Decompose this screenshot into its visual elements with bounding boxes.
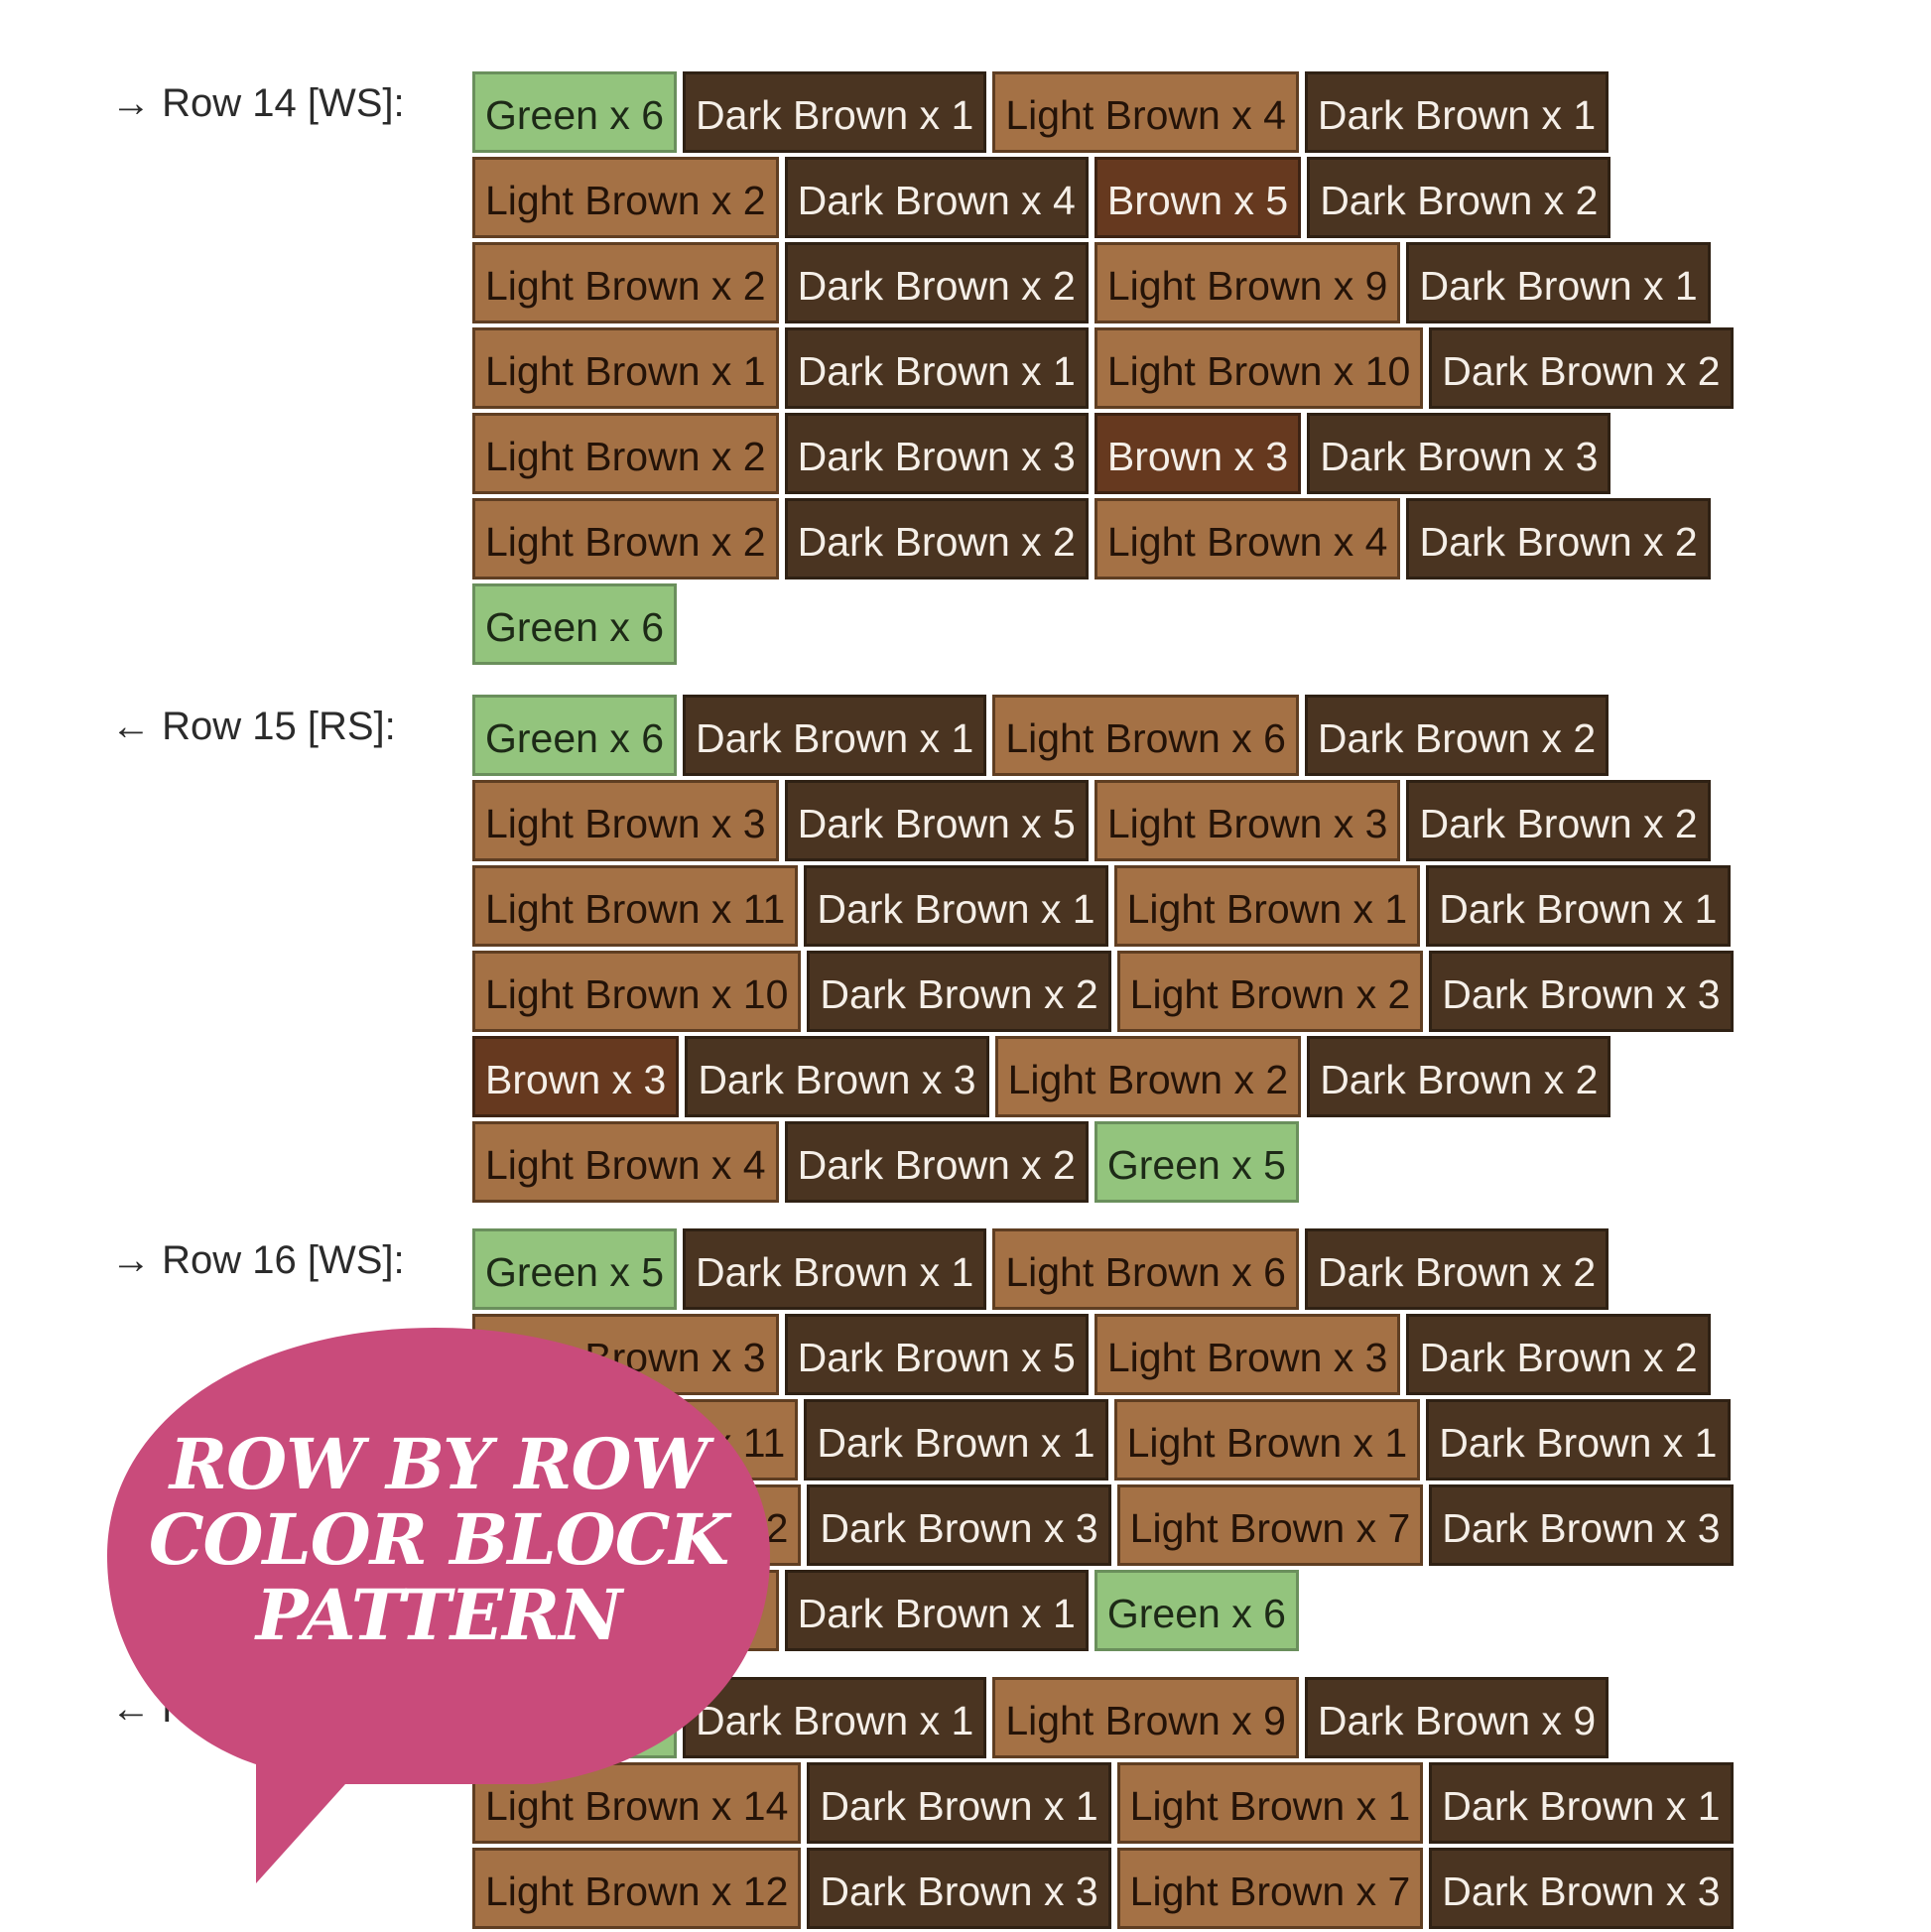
- color-chip: Dark Brown x 2: [784, 498, 1089, 580]
- color-chip: Dark Brown x 2: [1429, 327, 1734, 409]
- color-chip: Light Brown x 1: [1113, 1399, 1421, 1481]
- color-chip: Light Brown x 7: [1116, 1484, 1424, 1566]
- color-chip: Green x 5: [1094, 1121, 1299, 1203]
- color-chip: Dark Brown x 3: [1429, 1484, 1734, 1566]
- pattern-line: Light Brown x 2 Dark Brown x 4 Brown x 5 Da…: [472, 157, 1611, 238]
- color-chip: Dark Brown x 1: [804, 1399, 1108, 1481]
- row-label: → Row 14 [WS]:: [111, 81, 405, 125]
- color-chip: Dark Brown x 3: [784, 413, 1089, 494]
- color-chip: Dark Brown x 1: [683, 71, 987, 153]
- color-chip: Dark Brown x 1: [1406, 242, 1711, 323]
- color-chip: Dark Brown x 3: [807, 1484, 1111, 1566]
- pattern-line: Green x 6: [472, 583, 678, 665]
- color-chip: Green x 6: [472, 583, 678, 665]
- color-chip: Dark Brown x 1: [683, 1228, 987, 1310]
- color-chip: Light Brown x 2: [472, 242, 779, 323]
- pattern-line: Green x 5 Dark Brown x 1 Light Brown x 6 Da…: [472, 1228, 1609, 1310]
- badge-line-3: PATTERN: [255, 1574, 622, 1656]
- color-chip: Dark Brown x 4: [784, 157, 1089, 238]
- color-chip: Dark Brown x 5: [784, 1314, 1089, 1395]
- pattern-line: Light Brown x 3 Dark Brown x 5 Light Brown…: [472, 780, 1711, 861]
- color-chip: Light Brown x 3: [472, 780, 779, 861]
- row-label: → Row 16 [WS]:: [111, 1238, 405, 1282]
- pattern-line: Light Brown x 2 Dark Brown x 2 Light Brown…: [472, 498, 1711, 580]
- color-chip: Light Brown x 6: [992, 695, 1299, 776]
- title-badge: ROW BY ROW COLOR BLOCK PATTERN: [107, 1328, 770, 1883]
- color-chip: Dark Brown x 1: [804, 865, 1108, 947]
- color-chip: Light Brown x 4: [1094, 498, 1401, 580]
- color-chip: Dark Brown x 3: [1307, 413, 1611, 494]
- color-chip: Dark Brown x 1: [1429, 1762, 1734, 1844]
- color-chip: Light Brown x 4: [992, 71, 1299, 153]
- pattern-line: Light Brown x 10 Dark Brown x 2 Light Brow…: [472, 951, 1734, 1032]
- color-chip: Green x 6: [1094, 1570, 1299, 1651]
- color-chip: Light Brown x 12: [472, 1848, 802, 1929]
- color-chip: Dark Brown x 1: [683, 1677, 987, 1758]
- color-chip: Dark Brown x 3: [685, 1036, 989, 1117]
- color-chip: Light Brown x 3: [1094, 780, 1401, 861]
- color-chip: Dark Brown x 2: [1406, 780, 1711, 861]
- pattern-line: Light Brown x 4 Dark Brown x 2 Green x 5: [472, 1121, 1299, 1203]
- color-chip: Light Brown x 9: [992, 1677, 1299, 1758]
- color-chip: Light Brown x 10: [472, 951, 802, 1032]
- color-chip: Dark Brown x 3: [1429, 951, 1734, 1032]
- row-label: ← Row 15 [RS]:: [111, 705, 396, 748]
- color-chip: Dark Brown x 1: [1426, 1399, 1731, 1481]
- color-chip: Dark Brown x 2: [1406, 498, 1711, 580]
- color-chip: Dark Brown x 1: [1426, 865, 1731, 947]
- color-chip: Light Brown x 11: [472, 865, 799, 947]
- color-chip: Light Brown x 4: [472, 1121, 779, 1203]
- color-chip: Green x 5: [472, 1228, 678, 1310]
- color-chip: Dark Brown x 2: [1304, 695, 1609, 776]
- color-chip: Light Brown x 7: [1116, 1848, 1424, 1929]
- color-chip: Dark Brown x 9: [1304, 1677, 1609, 1758]
- color-chip: Light Brown x 10: [1094, 327, 1424, 409]
- pattern-line: Green x 6 Dark Brown x 1 Light Brown x 4 Da…: [472, 71, 1609, 153]
- color-chip: Dark Brown x 2: [1304, 1228, 1609, 1310]
- color-chip: Dark Brown x 2: [1406, 1314, 1711, 1395]
- color-chip: Green x 6: [472, 695, 678, 776]
- color-chip: Dark Brown x 3: [1429, 1848, 1734, 1929]
- color-chip: Light Brown x 2: [994, 1036, 1302, 1117]
- badge-title: ROW BY ROW COLOR BLOCK PATTERN: [107, 1427, 770, 1653]
- color-chip: Brown x 3: [1094, 413, 1302, 494]
- pattern-line: Brown x 3 Dark Brown x 3 Light Brown x 2 Da…: [472, 1036, 1611, 1117]
- color-chip: Dark Brown x 3: [807, 1848, 1111, 1929]
- color-chip: Brown x 5: [1094, 157, 1302, 238]
- color-chip: Dark Brown x 2: [1307, 1036, 1611, 1117]
- pattern-line: Green x 6 Dark Brown x 1 Light Brown x 6 Da…: [472, 695, 1609, 776]
- color-chip: Light Brown x 2: [472, 498, 779, 580]
- color-chip: Light Brown x 6: [992, 1228, 1299, 1310]
- color-chip: Light Brown x 2: [472, 413, 779, 494]
- color-chip: Dark Brown x 1: [807, 1762, 1111, 1844]
- pattern-line: Light Brown x 2 Dark Brown x 3 Brown x 3 Da…: [472, 413, 1611, 494]
- color-chip: Light Brown x 2: [1116, 951, 1424, 1032]
- color-chip: Light Brown x 1: [1116, 1762, 1424, 1844]
- color-chip: Dark Brown x 2: [1307, 157, 1611, 238]
- color-chip: Brown x 3: [472, 1036, 680, 1117]
- color-chip: Dark Brown x 1: [683, 695, 987, 776]
- color-chip: Dark Brown x 1: [784, 1570, 1089, 1651]
- color-chip: Dark Brown x 2: [784, 1121, 1089, 1203]
- color-chip: Light Brown x 1: [1113, 865, 1421, 947]
- color-chip: Dark Brown x 2: [784, 242, 1089, 323]
- color-chip: Light Brown x 1: [472, 327, 779, 409]
- pattern-line: Light Brown x 14 Dark Brown x 1 Light Brow…: [472, 1762, 1734, 1844]
- color-chip: Light Brown x 9: [1094, 242, 1401, 323]
- color-chip: Dark Brown x 1: [1304, 71, 1609, 153]
- color-chip: Light Brown x 3: [1094, 1314, 1401, 1395]
- badge-line-1: ROW BY ROW: [169, 1423, 708, 1505]
- color-chip: Dark Brown x 5: [784, 780, 1089, 861]
- badge-line-2: COLOR BLOCK: [148, 1498, 729, 1581]
- color-chip: Dark Brown x 1: [784, 327, 1089, 409]
- color-chip: Green x 6: [472, 71, 678, 153]
- pattern-line: Light Brown x 2 Dark Brown x 2 Light Brown…: [472, 242, 1711, 323]
- color-chip: Dark Brown x 2: [807, 951, 1111, 1032]
- speech-bubble-shape: [107, 1328, 770, 1883]
- pattern-line: Light Brown x 1 Dark Brown x 1 Light Brown…: [472, 327, 1734, 409]
- color-chip: Light Brown x 2: [472, 157, 779, 238]
